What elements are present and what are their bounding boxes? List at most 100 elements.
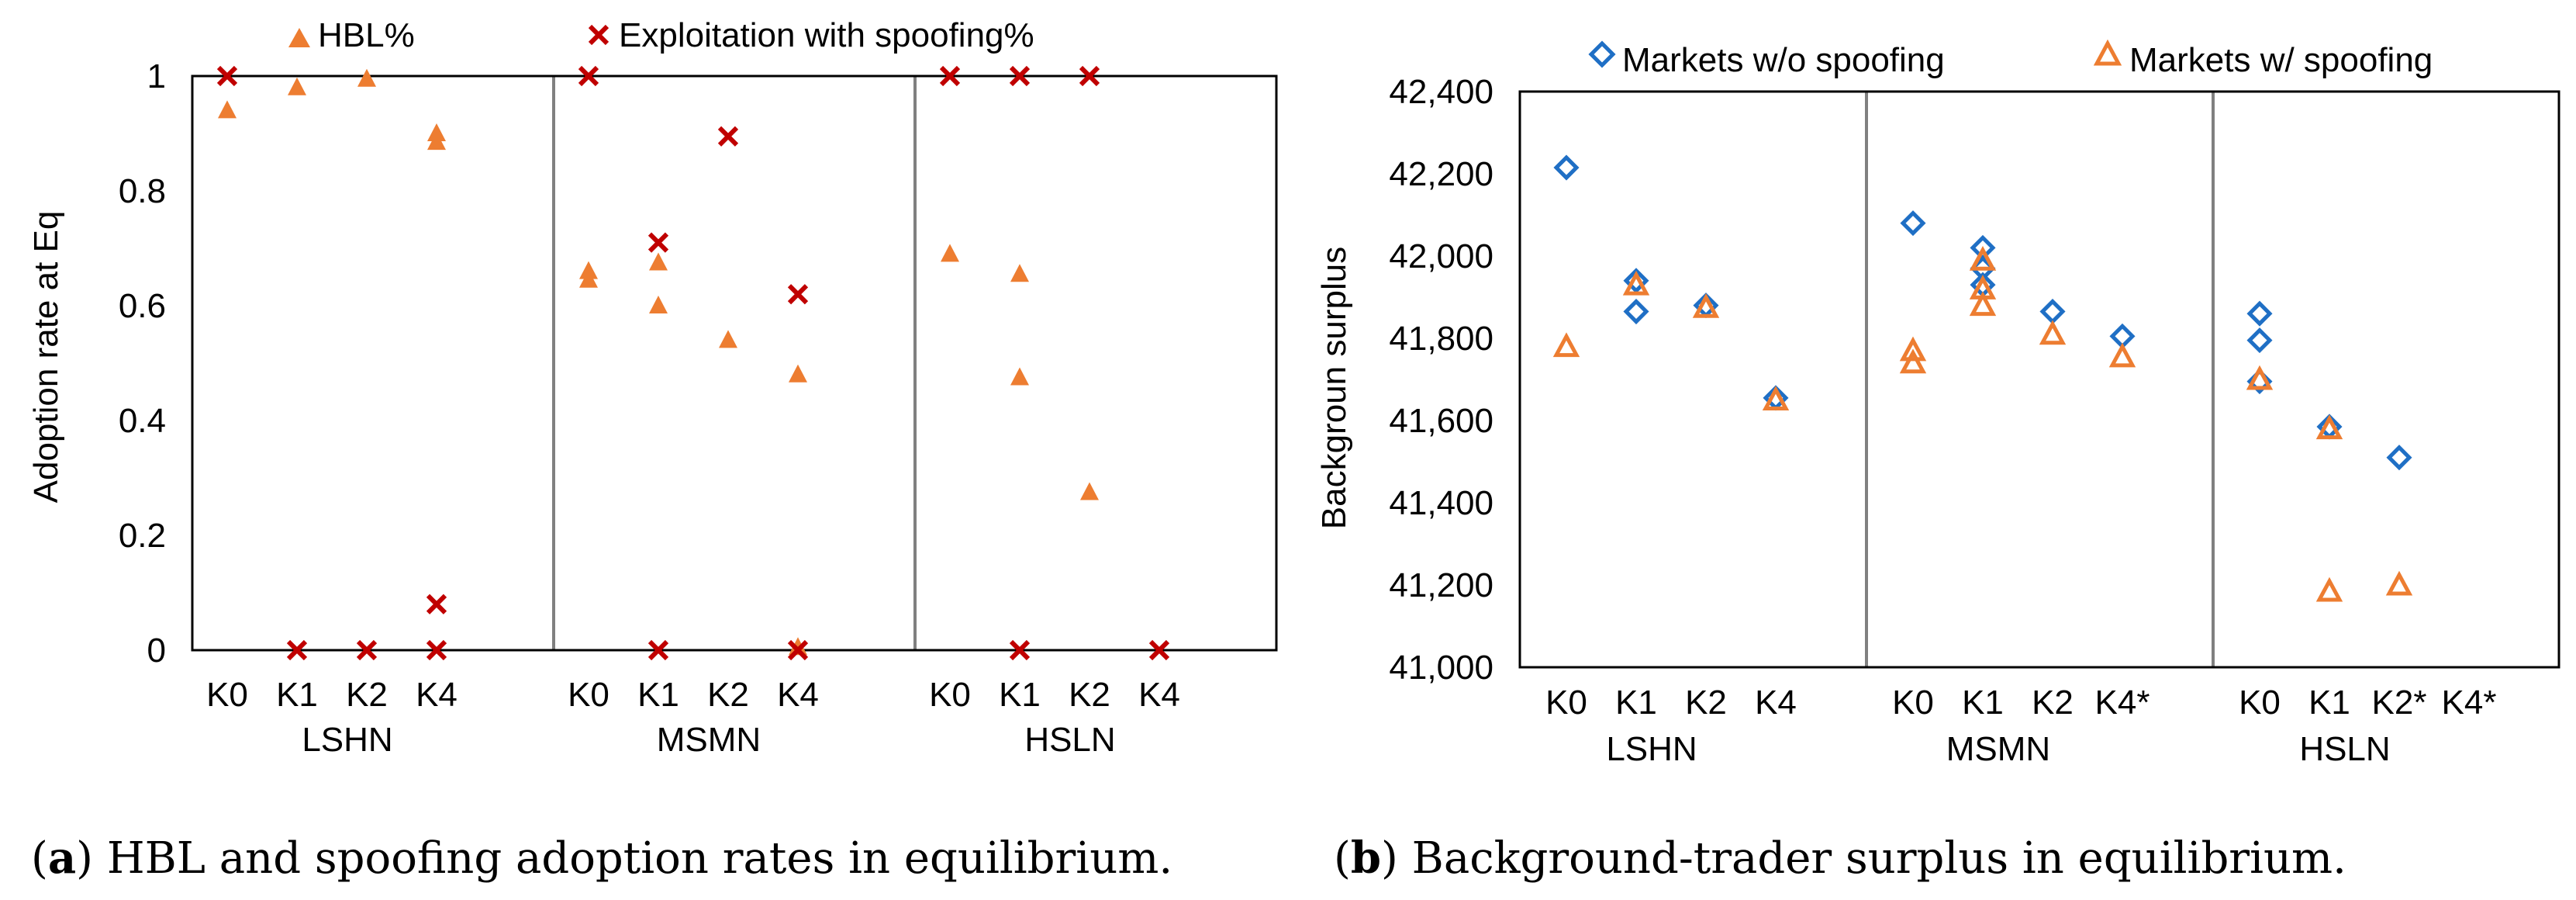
data-point-diamond-open	[1623, 268, 1649, 294]
x-category-label: K0	[568, 676, 609, 714]
y-tick-label: 41,400	[1389, 484, 1493, 522]
panel-a-data-points	[216, 65, 1170, 661]
y-tick-label: 41,800	[1389, 320, 1493, 358]
y-tick-label: 41,200	[1389, 566, 1493, 604]
x-category-label: K2	[2032, 684, 2074, 722]
data-point-triangle-filled	[1010, 367, 1029, 386]
data-point-triangle-filled	[579, 269, 598, 288]
panel-b-chart: Markets w/o spoofing Markets w/ spoofing…	[1315, 39, 2560, 768]
data-point-triangle-filled	[1010, 264, 1029, 282]
x-category-label: K2	[1069, 676, 1110, 714]
data-point-triangle-filled	[357, 68, 376, 87]
y-tick-label: 0.8	[119, 172, 166, 210]
x-category-label: K0	[206, 676, 248, 714]
data-point-triangle-open	[2385, 570, 2413, 596]
data-point-triangle-open	[1692, 293, 1720, 318]
data-point-x	[1079, 65, 1100, 87]
x-category-label: K0	[1545, 684, 1587, 722]
data-point-x	[1148, 639, 1170, 661]
panel-b-legend-label-without-spoofing: Markets w/o spoofing	[1622, 41, 1945, 79]
x-category-label: K2	[1685, 684, 1727, 722]
data-point-triangle-filled	[427, 132, 446, 151]
data-point-x	[717, 126, 739, 147]
data-point-x	[216, 65, 238, 87]
data-point-triangle-filled	[1080, 482, 1099, 500]
panel-a-x-category-labels: K0 K1 K2 K4 K0 K1 K2 K4 K0 K1 K2 K4	[206, 676, 1180, 714]
y-tick-label: 0	[147, 632, 166, 670]
data-point-triangle-filled	[649, 252, 668, 271]
x-category-label: K0	[2239, 684, 2281, 722]
x-category-label: K0	[1892, 684, 1934, 722]
data-point-diamond-open	[1900, 210, 1926, 237]
panel-a-x-group-labels: LSHN MSMN HSLN	[302, 721, 1115, 759]
caption-b: (b) Background-trader surplus in equilib…	[1334, 832, 2346, 884]
caption-a: (a) HBL and spoofing adoption rates in e…	[31, 832, 1172, 884]
panel-a-legend-label-spoofing: Exploitation with spoofing%	[619, 16, 1034, 54]
data-point-diamond-open	[2246, 300, 2273, 327]
panel-b-legend-diamond-marker	[1588, 40, 1616, 68]
data-point-triangle-open	[2246, 365, 2274, 390]
panel-b-y-axis-label: Backgroun surplus	[1315, 247, 1353, 529]
x-group-label: HSLN	[1024, 721, 1115, 759]
data-point-diamond-open	[2246, 327, 2273, 354]
x-category-label: K1	[276, 676, 318, 714]
panel-b-x-category-labels: K0 K1 K2 K4 K0 K1 K2 K4* K0 K1 K2* K4*	[1545, 684, 2496, 722]
caption-b-text: Background-trader surplus in equilibrium…	[1412, 833, 2346, 884]
data-point-triangle-filled	[719, 330, 737, 348]
data-point-triangle-open	[1762, 386, 1790, 410]
panel-b-legend-triangle-marker	[2093, 39, 2122, 66]
panel-b-legend-label-with-spoofing: Markets w/ spoofing	[2129, 41, 2433, 79]
data-point-triangle-open	[1969, 291, 1997, 317]
data-point-x	[647, 639, 669, 661]
data-point-diamond-open	[1553, 154, 1580, 181]
x-category-label: K1	[1615, 684, 1657, 722]
y-tick-label: 41,600	[1389, 402, 1493, 440]
x-group-label: LSHN	[1606, 730, 1697, 768]
x-group-label: HSLN	[2299, 730, 2390, 768]
data-point-diamond-open	[1623, 299, 1649, 325]
caption-b-letter: b	[1351, 832, 1381, 884]
data-point-diamond-open	[2039, 299, 2066, 325]
data-point-triangle-open	[1552, 332, 1580, 358]
x-group-label: LSHN	[302, 721, 392, 759]
x-category-label: K4*	[2442, 684, 2497, 722]
panel-b-y-tick-labels: 41,000 41,200 41,400 41,600 41,800 42,000 42,2…	[1389, 73, 1493, 687]
panel-a-legend-label-hbl: HBL%	[318, 16, 415, 54]
data-point-triangle-open	[1969, 246, 1997, 271]
panel-b-plot-frame	[1518, 90, 2560, 669]
x-category-label: K4	[777, 676, 819, 714]
x-category-label: K2	[707, 676, 749, 714]
panel-b-group-dividers	[1865, 92, 2215, 667]
panel-a-chart: HBL% Exploitation with spoofing% Adoptio…	[27, 16, 1278, 759]
x-category-label: K1	[999, 676, 1041, 714]
panel-b-data-points	[1552, 154, 2413, 602]
x-category-label: K2	[346, 676, 388, 714]
data-point-triangle-open	[2315, 414, 2343, 440]
panel-a-legend-x-marker	[588, 24, 609, 46]
panel-a-group-dividers	[552, 76, 917, 650]
x-group-label: MSMN	[657, 721, 761, 759]
data-point-x	[1009, 639, 1031, 661]
data-point-diamond-open	[2386, 445, 2412, 471]
data-point-x	[787, 284, 809, 305]
data-point-triangle-filled	[218, 100, 237, 119]
x-category-label: K1	[2308, 684, 2350, 722]
y-tick-label: 41,000	[1389, 649, 1493, 687]
x-category-label: K0	[929, 676, 971, 714]
panel-b-legend: Markets w/o spoofing Markets w/ spoofing	[1588, 39, 2433, 79]
data-point-triangle-filled	[649, 296, 668, 313]
data-point-x	[356, 639, 378, 661]
data-point-triangle-filled	[941, 244, 959, 262]
x-category-label: K2*	[2372, 684, 2427, 722]
panel-a-legend: HBL% Exploitation with spoofing%	[288, 16, 1034, 54]
y-tick-label: 0.4	[119, 402, 166, 440]
panel-a-y-tick-labels: 0 0.2 0.4 0.6 0.8 1	[119, 57, 166, 670]
y-tick-label: 42,000	[1389, 237, 1493, 275]
data-point-x	[426, 594, 447, 614]
data-point-triangle-open	[2108, 342, 2136, 368]
panel-a-y-axis-label: Adoption rate at Eq	[27, 211, 65, 504]
caption-a-text: HBL and spoofing adoption rates in equil…	[107, 833, 1172, 884]
y-tick-label: 0.2	[119, 517, 166, 555]
data-point-x	[286, 639, 308, 661]
